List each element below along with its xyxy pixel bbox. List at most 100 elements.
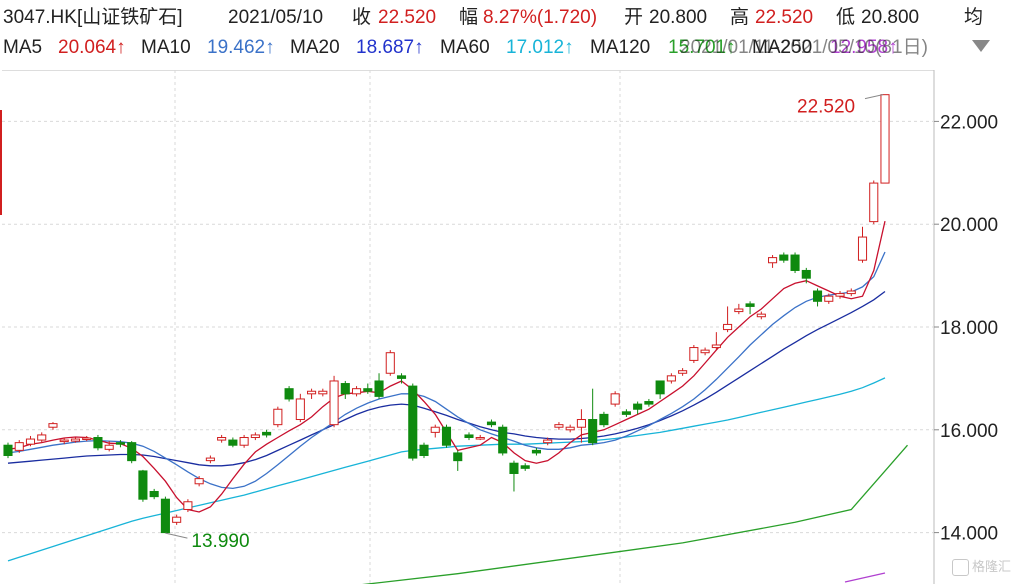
- candle-up: [430, 426, 440, 433]
- candle-up: [104, 444, 114, 450]
- candle-up: [172, 516, 182, 523]
- avg-label: 均: [964, 7, 984, 28]
- ma10-value: 19.462↑: [207, 37, 275, 58]
- y-tick-label: 16.000: [940, 421, 998, 442]
- candle-up: [217, 437, 227, 441]
- candle-up: [250, 434, 260, 439]
- candle-up: [869, 182, 879, 223]
- y-tick-label: 22.000: [940, 112, 998, 133]
- grid-lines: [2, 70, 939, 584]
- candle-down: [3, 444, 13, 457]
- ma10-label: MA10: [141, 37, 191, 58]
- y-tick-label: 20.000: [940, 215, 998, 236]
- candle-down: [790, 254, 800, 271]
- candle-down: [149, 490, 159, 498]
- candles: [0, 94, 890, 534]
- candle-up: [475, 437, 485, 440]
- date-range: 2021/01/11-2021/05/10(81日): [680, 37, 928, 58]
- low-pointer: [165, 532, 188, 539]
- candle-down: [408, 385, 418, 459]
- candle-down: [745, 303, 755, 307]
- change-value: 8.27%(1.720): [483, 7, 598, 28]
- quote-header: 3047.HK[山证铁矿石] 2021/05/10 收 22.520 幅 8.2…: [0, 3, 1029, 33]
- y-axis: 14.000 16.000 18.000 20.000 22.000: [940, 112, 998, 544]
- ma5-value: 20.064↑: [58, 37, 126, 58]
- candle-down: [374, 380, 384, 397]
- ma250-label: MA250: [752, 37, 813, 58]
- open-label: 开: [624, 7, 644, 28]
- candle-up: [711, 344, 721, 349]
- y-tick-label: 18.000: [940, 318, 998, 339]
- candle-up: [576, 419, 586, 428]
- candle-up: [565, 426, 575, 431]
- close-label: 收: [352, 7, 372, 28]
- candle-down: [520, 465, 530, 469]
- ma250-value: 12.958↑: [830, 37, 898, 58]
- candle-down: [498, 426, 508, 454]
- candle-down: [453, 452, 463, 462]
- open-value: 20.800: [649, 7, 708, 28]
- high-label: 高: [730, 7, 750, 28]
- annotations: 22.520 13.990: [165, 94, 884, 552]
- candle-up: [194, 478, 204, 485]
- candle-down: [464, 434, 474, 439]
- candle-up: [295, 398, 305, 421]
- high-label: 22.520: [797, 97, 855, 118]
- candle-up: [734, 308, 744, 313]
- ma60-value: 17.012↑: [506, 37, 574, 58]
- candle-down: [340, 383, 350, 395]
- candle-up: [205, 457, 215, 462]
- candle-up: [824, 295, 834, 302]
- candle-down: [644, 401, 654, 405]
- candle-down: [228, 439, 238, 446]
- candle-up: [756, 313, 766, 318]
- ma5-line: [7, 220, 886, 513]
- candle-down: [509, 462, 519, 474]
- candle-up: [880, 94, 890, 184]
- high-value: 22.520: [755, 7, 814, 28]
- candle-up: [857, 236, 868, 261]
- candle-down: [531, 449, 541, 454]
- high-pointer: [864, 94, 884, 100]
- candle-up: [59, 439, 69, 443]
- candle-down: [160, 498, 170, 534]
- ma60-label: MA60: [440, 37, 490, 58]
- candle-up: [554, 424, 564, 428]
- ma120-line: [362, 444, 908, 584]
- y-tick-label: 14.000: [940, 524, 998, 545]
- candle-down: [138, 470, 148, 500]
- candle-up: [723, 323, 733, 331]
- quote-date: 2021/05/10: [228, 7, 324, 28]
- candle-down: [812, 290, 823, 302]
- dropdown-arrow-icon[interactable]: [972, 40, 990, 52]
- candle-up: [846, 290, 856, 295]
- ma250-line: [844, 572, 886, 583]
- candle-down: [655, 380, 665, 395]
- candle-up: [689, 347, 699, 361]
- candle-up: [678, 370, 688, 374]
- candle-up: [543, 439, 553, 444]
- candle-down: [127, 442, 137, 462]
- candle-up: [70, 438, 81, 442]
- candle-up: [273, 408, 283, 426]
- stock-code: 3047.HK[山证铁矿石]: [3, 7, 183, 28]
- candle-up: [82, 437, 92, 441]
- ma120-label: MA120: [590, 37, 651, 58]
- ma20-label: MA20: [290, 37, 340, 58]
- candle-down: [262, 431, 272, 436]
- candle-up: [700, 349, 710, 354]
- candle-down: [363, 388, 373, 392]
- ma60-line: [7, 377, 886, 562]
- candle-down: [801, 269, 811, 279]
- watermark: 格隆汇: [952, 556, 1011, 577]
- candle-down: [441, 426, 452, 446]
- candle-up: [768, 257, 778, 264]
- watermark-logo-icon: [952, 559, 969, 577]
- candle-down: [284, 388, 294, 400]
- candle-up: [610, 393, 620, 405]
- candle-down: [419, 444, 429, 457]
- candle-up: [835, 293, 845, 297]
- low-value: 20.800: [861, 7, 920, 28]
- candle-up: [14, 442, 24, 451]
- close-value: 22.520: [378, 7, 437, 28]
